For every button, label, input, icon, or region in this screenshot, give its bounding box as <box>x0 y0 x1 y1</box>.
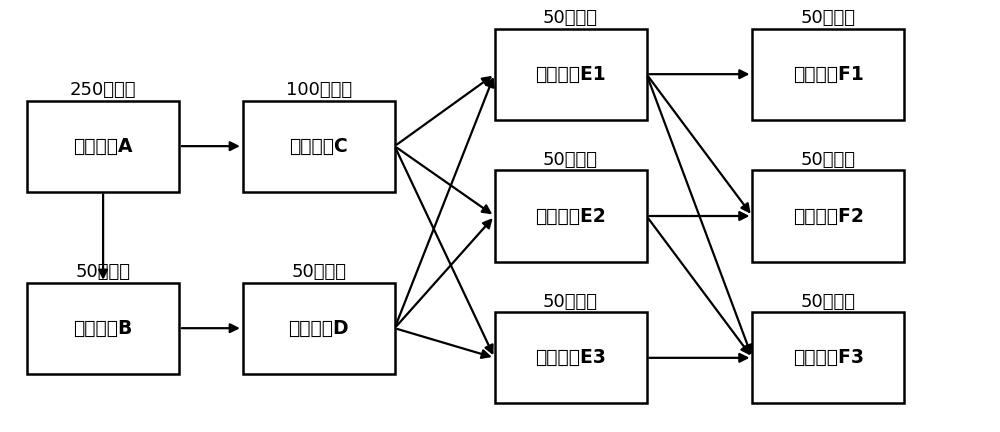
Text: 50并发数: 50并发数 <box>801 151 856 169</box>
Text: 服务节点D: 服务节点D <box>288 319 349 338</box>
Text: 50并发数: 50并发数 <box>801 293 856 311</box>
Bar <box>27 283 179 374</box>
Bar <box>495 29 647 120</box>
Text: 服务节点F1: 服务节点F1 <box>793 65 864 84</box>
Bar <box>752 29 904 120</box>
Text: 服务节点B: 服务节点B <box>73 319 133 338</box>
Bar <box>243 283 395 374</box>
Text: 50并发数: 50并发数 <box>543 293 598 311</box>
Text: 50并发数: 50并发数 <box>543 151 598 169</box>
Text: 服务节点E1: 服务节点E1 <box>535 65 606 84</box>
Bar <box>243 101 395 192</box>
Text: 服务节点F2: 服务节点F2 <box>793 206 864 226</box>
Text: 250并发数: 250并发数 <box>70 81 136 99</box>
Text: 50并发数: 50并发数 <box>801 9 856 27</box>
Bar <box>752 171 904 261</box>
Text: 100并发数: 100并发数 <box>286 81 352 99</box>
Text: 50并发数: 50并发数 <box>291 263 346 281</box>
Text: 服务节点A: 服务节点A <box>73 137 133 156</box>
Text: 50并发数: 50并发数 <box>543 9 598 27</box>
Bar <box>752 312 904 403</box>
Text: 服务节点E2: 服务节点E2 <box>535 206 606 226</box>
Bar <box>27 101 179 192</box>
Text: 服务节点E3: 服务节点E3 <box>535 348 606 367</box>
Text: 50并发数: 50并发数 <box>76 263 131 281</box>
Bar <box>495 312 647 403</box>
Text: 服务节点C: 服务节点C <box>289 137 348 156</box>
Bar <box>495 171 647 261</box>
Text: 服务节点F3: 服务节点F3 <box>793 348 864 367</box>
